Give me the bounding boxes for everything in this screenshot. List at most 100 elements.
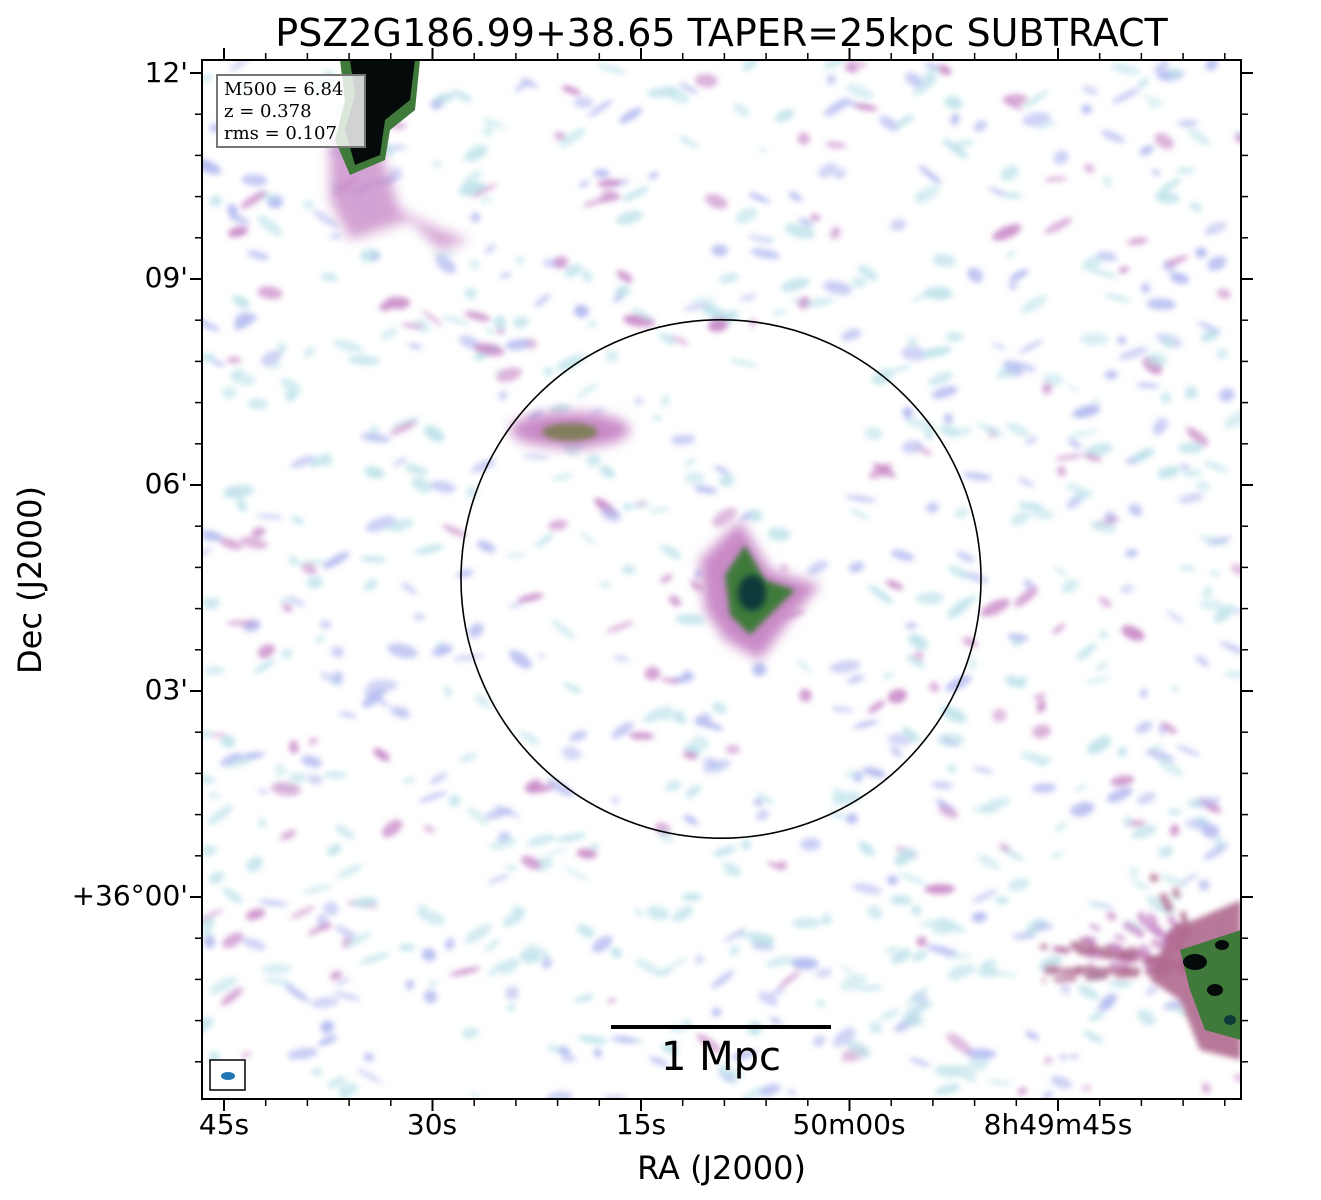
noise-blob: [578, 180, 590, 188]
noise-blob: [484, 939, 500, 952]
noise-blob: [509, 650, 532, 669]
noise-blob: [967, 1057, 989, 1072]
noise-blob: [845, 84, 874, 100]
noise-blob: [689, 296, 716, 303]
noise-blob: [285, 389, 297, 402]
y-tick-label: +36°00': [71, 879, 188, 912]
noise-blob: [488, 838, 518, 850]
noise-blob: [219, 752, 242, 767]
noise-blob: [589, 842, 599, 852]
noise-blob: [947, 764, 957, 774]
noise-blob: [1081, 1085, 1092, 1091]
noise-blob: [518, 731, 541, 745]
noise-blob: [675, 614, 706, 625]
noise-blob: [924, 884, 956, 895]
noise-blob: [281, 648, 293, 660]
noise-blob: [924, 286, 953, 300]
noise-blob: [202, 547, 213, 559]
noise-blob: [718, 273, 740, 284]
noise-blob: [646, 905, 670, 921]
noise-blob: [737, 931, 768, 940]
noise-blob: [758, 1083, 781, 1097]
noise-blob: [845, 495, 877, 502]
noise-blob: [220, 987, 244, 1006]
noise-blob: [449, 967, 481, 976]
noise-blob: [280, 829, 297, 841]
noise-blob: [429, 771, 449, 785]
noise-blob: [839, 964, 859, 979]
noise-blob: [1014, 586, 1039, 607]
noise-blob: [366, 679, 398, 693]
noise-blob: [1002, 98, 1023, 110]
noise-blob: [505, 865, 517, 871]
noise-blob: [611, 1036, 638, 1044]
noise-blob: [1007, 675, 1029, 687]
noise-blob: [694, 73, 718, 88]
noise-blob: [408, 343, 422, 349]
noise-blob: [461, 1027, 480, 1039]
noise-blob: [550, 620, 575, 639]
noise-blob: [832, 788, 844, 798]
noise-blob: [1186, 126, 1211, 147]
noise-blob: [1033, 922, 1054, 932]
noise-blob: [1067, 384, 1080, 393]
noise-blob: [821, 913, 833, 926]
noise-blob: [894, 848, 916, 866]
noise-blob: [383, 296, 411, 310]
noise-blob: [924, 428, 934, 440]
noise-blob: [593, 169, 610, 178]
noise-blob: [788, 191, 803, 202]
noise-blob: [1154, 191, 1180, 204]
noise-blob: [869, 1022, 882, 1034]
noise-blob: [937, 733, 965, 747]
noise-blob: [747, 192, 771, 204]
noise-blob: [356, 1068, 383, 1084]
noise-blob: [634, 397, 644, 406]
x-tick-label: 15s: [615, 1108, 667, 1141]
noise-blob: [1137, 1009, 1156, 1026]
noise-blob: [934, 1084, 961, 1095]
noise-blob: [1209, 570, 1220, 576]
noise-blob: [1158, 845, 1174, 858]
noise-blob: [995, 896, 1009, 905]
noise-blob: [800, 837, 821, 851]
noise-blob: [845, 813, 858, 824]
noise-blob: [1020, 752, 1049, 765]
noise-blob: [847, 60, 868, 68]
noise-blob: [464, 287, 477, 300]
noise-blob: [484, 243, 496, 254]
noise-blob: [906, 336, 918, 349]
noise-blob: [399, 944, 416, 951]
noise-blob: [890, 895, 912, 906]
y-tick-label: 03': [144, 673, 188, 706]
noise-blob: [203, 935, 216, 949]
noise-blob: [1098, 630, 1109, 639]
noise-blob: [505, 986, 519, 1000]
noise-blob: [1008, 877, 1030, 892]
noise-blob: [526, 784, 555, 794]
mass-label: M500 = 6.84: [224, 79, 344, 100]
noise-blob: [911, 950, 928, 961]
noise-blob: [887, 689, 907, 704]
noise-blob: [683, 457, 697, 467]
noise-blob: [1121, 625, 1145, 641]
noise-blob: [780, 564, 788, 572]
x-tick-label: 30s: [406, 1108, 458, 1141]
noise-blob: [1128, 503, 1143, 517]
noise-blob: [682, 892, 702, 902]
noise-blob: [499, 272, 512, 279]
noise-blob: [831, 706, 854, 713]
noise-blob: [897, 872, 928, 886]
noise-blob: [1024, 436, 1038, 445]
noise-blob: [476, 540, 496, 553]
noise-blob: [573, 96, 594, 109]
noise-blob: [431, 644, 453, 657]
noise-blob: [359, 556, 387, 563]
noise-blob: [388, 518, 414, 531]
noise-blob: [284, 984, 310, 1002]
noise-blob: [758, 148, 768, 153]
noise-blob: [1044, 176, 1068, 182]
noise-blob: [973, 766, 993, 774]
noise-blob: [612, 655, 630, 662]
noise-blob: [577, 1035, 608, 1045]
